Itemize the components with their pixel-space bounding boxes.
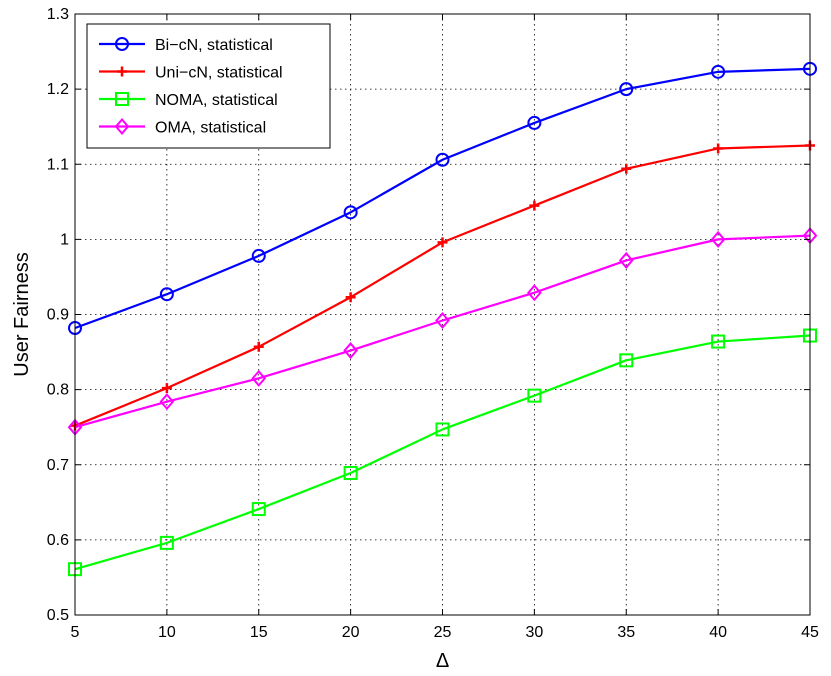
legend-label: Uni−cN, statistical [155,65,283,82]
legend-item: Uni−cN, statistical [99,65,283,82]
x-tick-label: 15 [250,624,268,641]
series-line [74,234,811,429]
data-point-circle [711,64,726,79]
x-axis-label: Δ [436,650,449,672]
axis-ticks: 5 10 15 20 25 30 35 40 45 0.5 0.6 0.7 0.8 0.9 1 1.1 1.2 1… [47,6,819,641]
data-point-diamond [159,393,175,411]
x-tick-label: 5 [71,624,80,641]
legend-item: OMA, statistical [99,117,266,137]
data-point-diamond [343,342,358,360]
data-point-circle [435,152,450,167]
legend-label: OMA, statistical [155,120,266,137]
data-point-circle [343,205,358,220]
y-tick-label: 0.7 [47,457,69,474]
data-point-square [619,353,634,368]
legend-label: Bi−cN, statistical [155,37,273,54]
y-tick-label: 0.6 [47,532,69,549]
data-point-plus [161,383,172,394]
data-point-plus [437,237,448,248]
legend-marker [114,117,130,136]
x-tick-label: 35 [617,624,635,641]
y-tick-label: 0.8 [47,382,69,399]
data-point-circle [159,287,174,302]
data-point-diamond [710,230,726,248]
legend-label: NOMA, statistical [155,92,278,109]
data-point-square [527,388,542,403]
x-tick-label: 45 [801,624,819,641]
y-tick-label: 0.9 [47,307,69,324]
x-tick-label: 25 [434,624,452,641]
data-point-diamond [251,369,267,387]
legend-item: Bi−cN, statistical [99,37,273,54]
data-point-plus [529,200,540,211]
y-tick-label: 0.5 [47,607,69,624]
data-point-plus [345,292,356,303]
data-point-diamond [435,311,450,330]
data-point-plus [253,341,264,352]
series-circle [68,61,817,336]
y-tick-label: 1 [60,231,69,248]
data-point-diamond [527,284,542,302]
x-tick-label: 30 [525,624,543,641]
y-axis-label: User Fairness [11,252,33,376]
data-point-square [435,422,450,437]
data-point-circle [251,248,266,263]
series-diamond [67,227,818,436]
y-tick-label: 1.3 [47,6,69,23]
legend-marker [117,66,127,77]
legend-item: NOMA, statistical [99,92,278,109]
data-point-plus [621,163,632,174]
data-point-square [343,466,358,481]
legend-marker [115,37,129,51]
legend-marker [115,92,129,106]
legend: Bi−cN, statistical Uni−cN, statistical NOM… [86,23,331,149]
x-tick-label: 20 [342,624,360,641]
data-point-square [711,334,726,349]
data-point-circle [527,115,542,130]
data-point-circle [619,82,634,97]
data-point-plus [713,143,724,154]
x-tick-label: 40 [709,624,727,641]
y-tick-label: 1.2 [47,81,69,98]
data-point-square [251,502,266,517]
series-square [68,328,817,577]
series-line [74,67,811,330]
x-tick-label: 10 [158,624,176,641]
y-tick-label: 1.1 [47,156,69,173]
series-line [74,334,811,571]
data-point-square [159,535,174,550]
data-point-diamond [618,251,634,269]
